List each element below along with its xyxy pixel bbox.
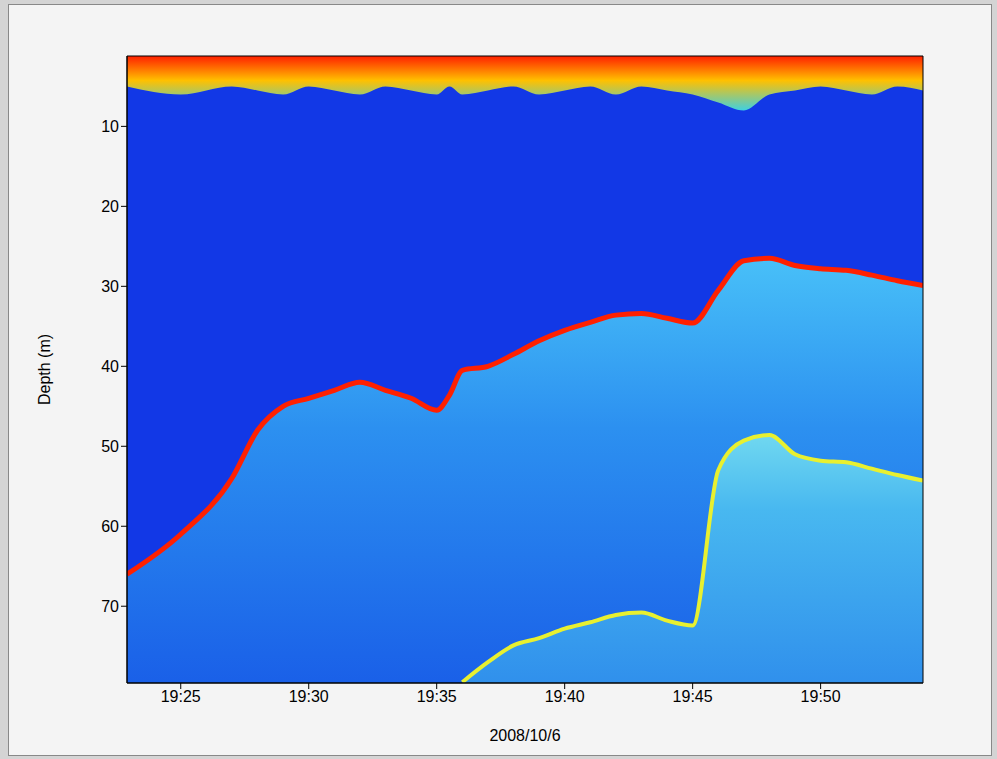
svg-text:Depth (m): Depth (m) xyxy=(36,334,53,405)
svg-text:19:50: 19:50 xyxy=(801,688,841,705)
svg-text:19:35: 19:35 xyxy=(417,688,457,705)
svg-text:40: 40 xyxy=(101,358,119,375)
svg-text:60: 60 xyxy=(101,518,119,535)
svg-text:2008/10/6: 2008/10/6 xyxy=(489,727,560,744)
svg-text:19:45: 19:45 xyxy=(673,688,713,705)
svg-text:19:25: 19:25 xyxy=(161,688,201,705)
svg-text:50: 50 xyxy=(101,438,119,455)
svg-text:20: 20 xyxy=(101,198,119,215)
svg-text:30: 30 xyxy=(101,278,119,295)
svg-text:70: 70 xyxy=(101,598,119,615)
svg-text:19:30: 19:30 xyxy=(289,688,329,705)
svg-text:19:40: 19:40 xyxy=(545,688,585,705)
svg-text:10: 10 xyxy=(101,118,119,135)
